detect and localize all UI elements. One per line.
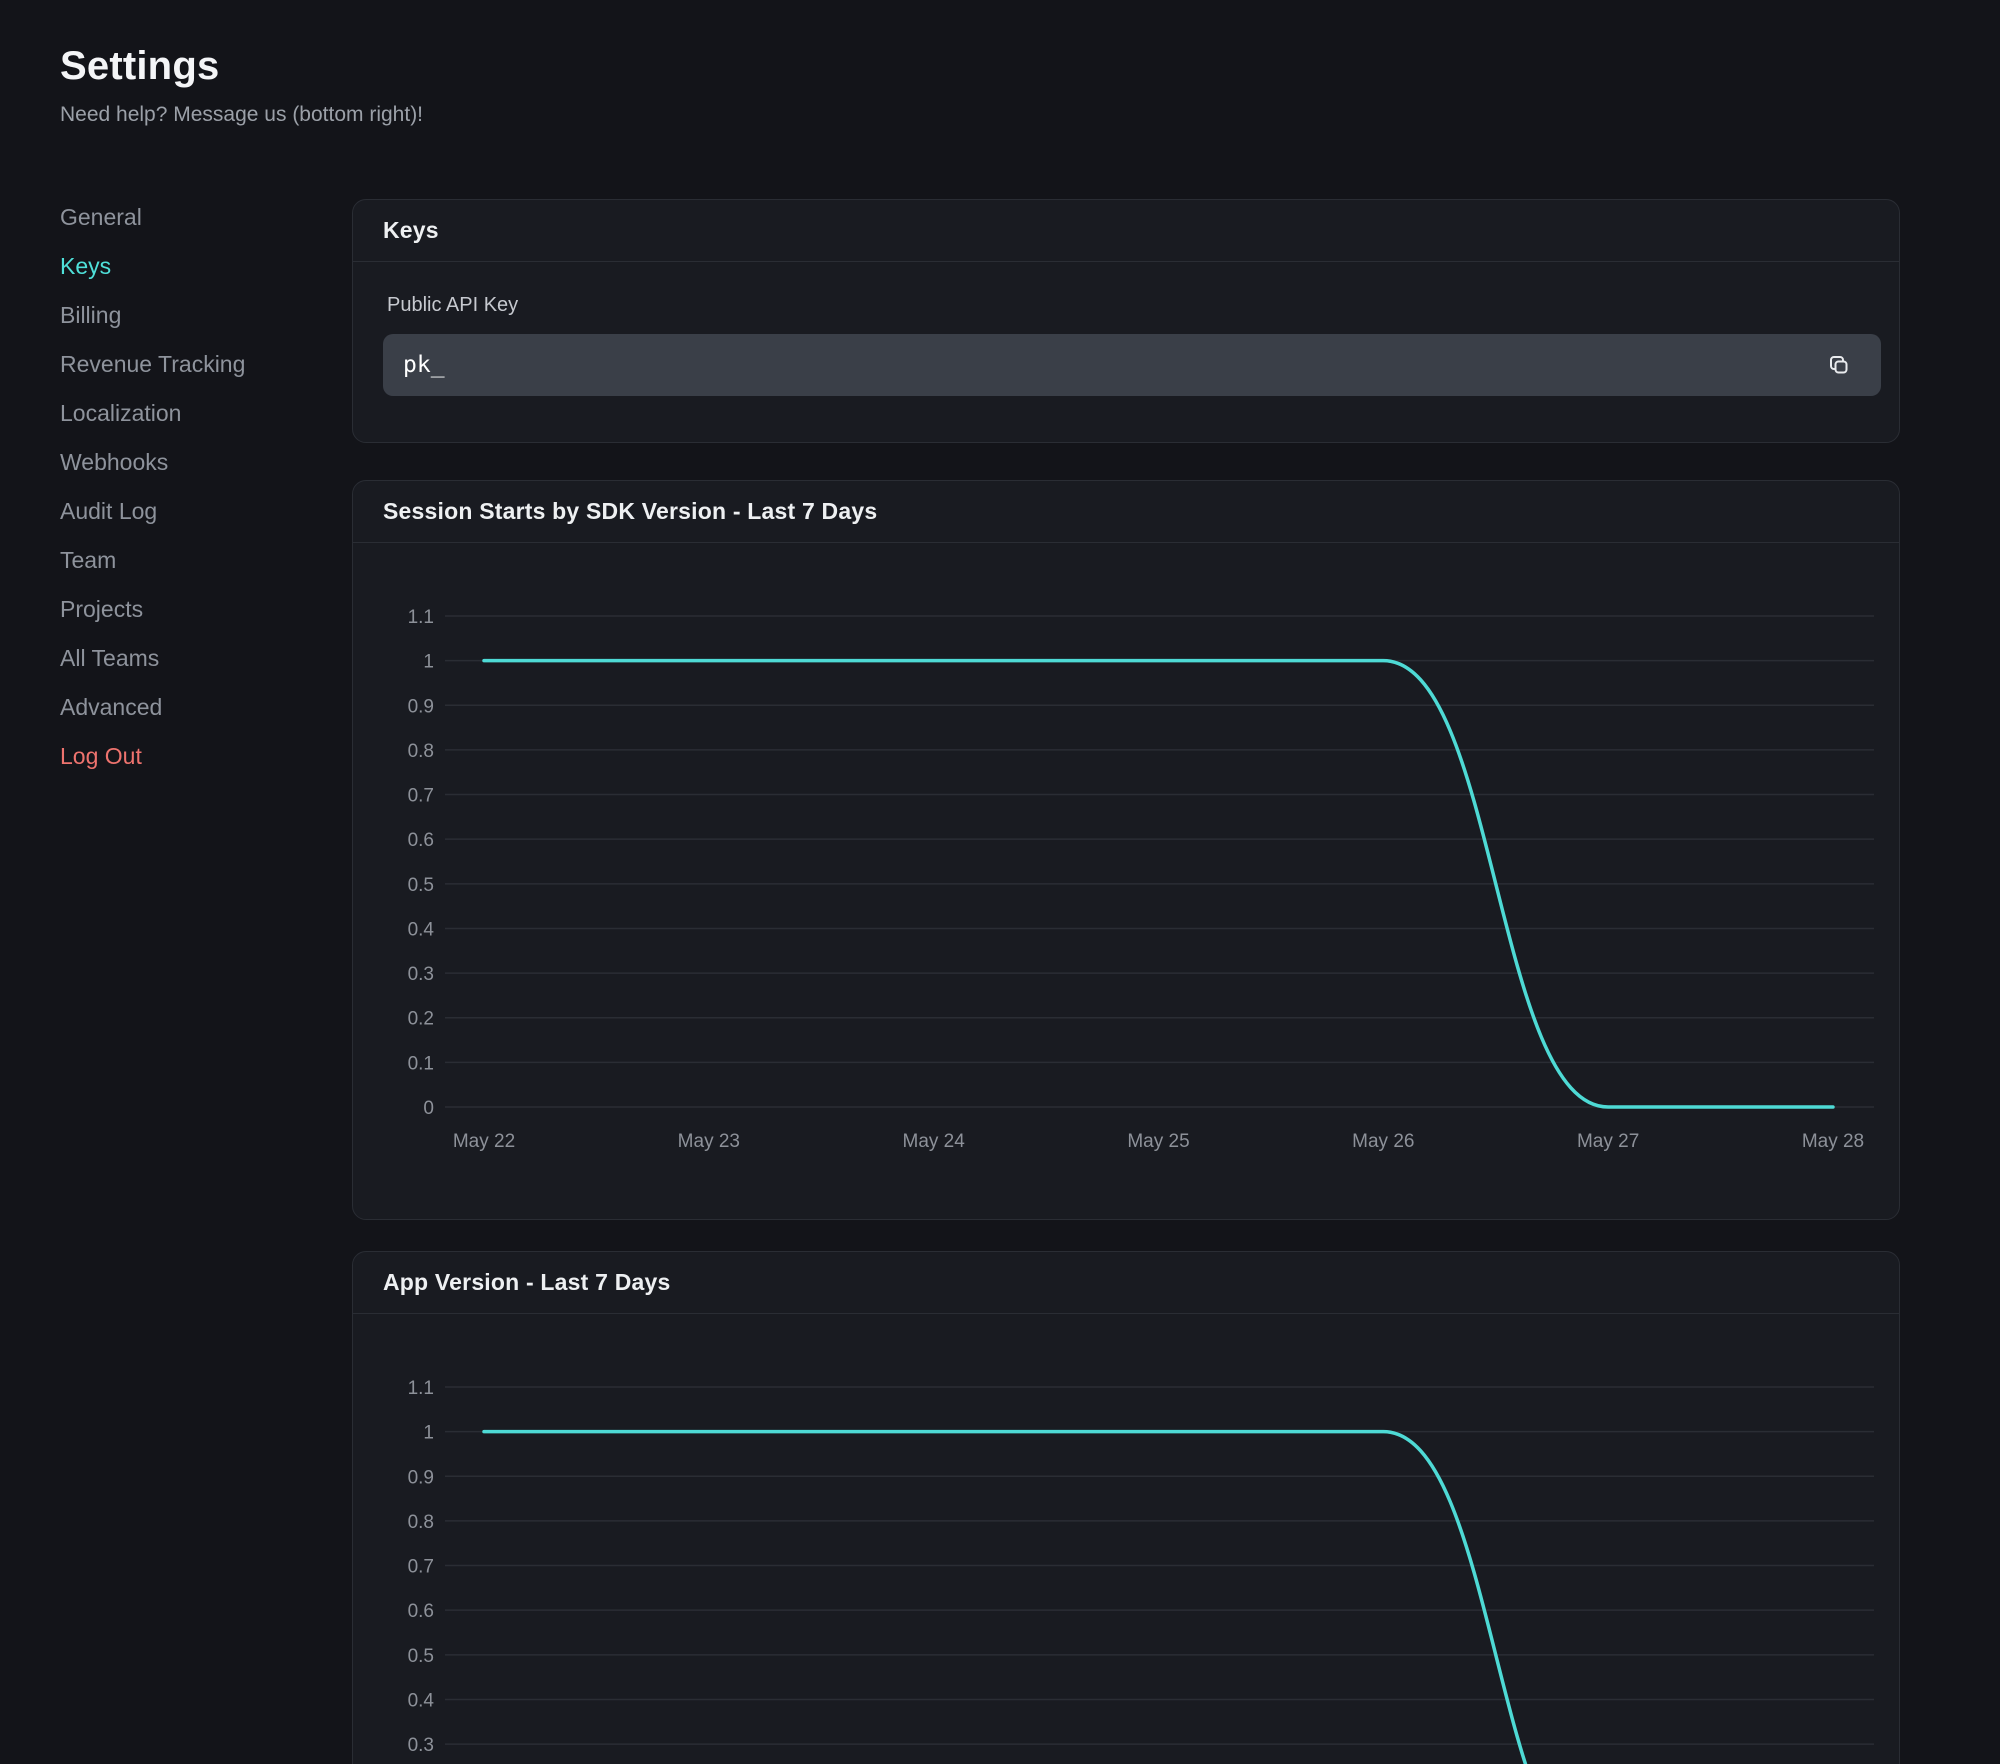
svg-text:0.4: 0.4: [408, 1690, 435, 1711]
app-version-chart-card: App Version - Last 7 Days 00.10.20.30.40…: [352, 1251, 1900, 1764]
svg-text:0.6: 0.6: [408, 830, 434, 851]
svg-text:May 22: May 22: [453, 1131, 515, 1152]
svg-text:May 24: May 24: [903, 1131, 966, 1152]
svg-text:May 28: May 28: [1802, 1131, 1864, 1152]
keys-card-header: Keys: [353, 200, 1899, 262]
sidebar-item-localization[interactable]: Localization: [60, 400, 182, 426]
sidebar-item-keys[interactable]: Keys: [60, 253, 112, 279]
sdk-version-chart-body: 0 0.1 0.2 0.3 0.4 0.5 0.6 0.7 0.8 0.9 1 1.1 May 22 Ma…: [353, 543, 1899, 1219]
svg-text:May 27: May 27: [1577, 1131, 1639, 1152]
svg-text:0.6: 0.6: [408, 1601, 434, 1622]
svg-text:0.8: 0.8: [408, 741, 434, 762]
sidebar-list: General Keys Billing Revenue Tracking Lo…: [60, 193, 352, 781]
sdk-version-line-chart: 0 0.1 0.2 0.3 0.4 0.5 0.6 0.7 0.8 0.9 1 1.1 May 22 Ma…: [408, 607, 1874, 1152]
app-version-chart-title: App Version - Last 7 Days: [383, 1269, 671, 1295]
svg-text:0.3: 0.3: [408, 964, 434, 985]
svg-text:0.2: 0.2: [408, 1009, 434, 1030]
keys-card: Keys Public API Key: [352, 199, 1900, 443]
svg-text:0.4: 0.4: [408, 919, 435, 940]
svg-text:0.9: 0.9: [408, 1467, 434, 1488]
settings-sidebar: General Keys Billing Revenue Tracking Lo…: [60, 181, 352, 781]
sidebar-item-webhooks[interactable]: Webhooks: [60, 449, 169, 475]
sidebar-item-all-teams[interactable]: All Teams: [60, 645, 160, 671]
svg-text:1: 1: [423, 652, 434, 673]
sidebar-item-log-out[interactable]: Log Out: [60, 743, 142, 769]
keys-card-title: Keys: [383, 217, 439, 243]
sidebar-item-advanced[interactable]: Advanced: [60, 694, 163, 720]
sidebar-item-audit-log[interactable]: Audit Log: [60, 498, 158, 524]
svg-text:1.1: 1.1: [408, 1378, 434, 1399]
svg-text:May 25: May 25: [1127, 1131, 1189, 1152]
copy-icon: [1825, 352, 1851, 378]
svg-text:0.1: 0.1: [408, 1053, 434, 1074]
sdk-version-chart-card: Session Starts by SDK Version - Last 7 D…: [352, 480, 1900, 1220]
svg-text:0.3: 0.3: [408, 1735, 434, 1756]
sidebar-item-projects[interactable]: Projects: [60, 596, 144, 622]
layout: General Keys Billing Revenue Tracking Lo…: [60, 181, 1900, 1764]
page-title: Settings: [60, 44, 220, 88]
svg-text:0.7: 0.7: [408, 786, 434, 807]
svg-text:0.5: 0.5: [408, 1646, 434, 1667]
svg-text:0.5: 0.5: [408, 875, 434, 896]
svg-text:1.1: 1.1: [408, 607, 434, 628]
page-subtitle: Need help? Message us (bottom right)!: [60, 103, 424, 126]
sidebar-item-general[interactable]: General: [60, 204, 142, 230]
copy-api-key-button[interactable]: [1823, 350, 1853, 380]
sidebar-item-team[interactable]: Team: [60, 547, 117, 573]
public-api-key-label: Public API Key: [387, 294, 519, 316]
svg-text:0: 0: [423, 1098, 434, 1119]
svg-text:May 23: May 23: [678, 1131, 740, 1152]
sdk-version-chart-title: Session Starts by SDK Version - Last 7 D…: [383, 498, 878, 524]
app-version-chart-header: App Version - Last 7 Days: [353, 1252, 1899, 1314]
sidebar-item-billing[interactable]: Billing: [60, 302, 122, 328]
svg-text:0.9: 0.9: [408, 696, 434, 717]
keys-card-body: Public API Key: [353, 262, 1899, 442]
svg-text:0.7: 0.7: [408, 1557, 434, 1578]
public-api-key-input[interactable]: [383, 334, 1881, 396]
sdk-version-chart-header: Session Starts by SDK Version - Last 7 D…: [353, 481, 1899, 543]
settings-main: Keys Public API Key: [352, 181, 1900, 1764]
svg-text:May 26: May 26: [1352, 1131, 1414, 1152]
svg-text:1: 1: [423, 1423, 434, 1444]
public-api-key-input-wrap: [383, 334, 1881, 396]
svg-text:0.8: 0.8: [408, 1512, 434, 1533]
sidebar-item-revenue-tracking[interactable]: Revenue Tracking: [60, 351, 246, 377]
